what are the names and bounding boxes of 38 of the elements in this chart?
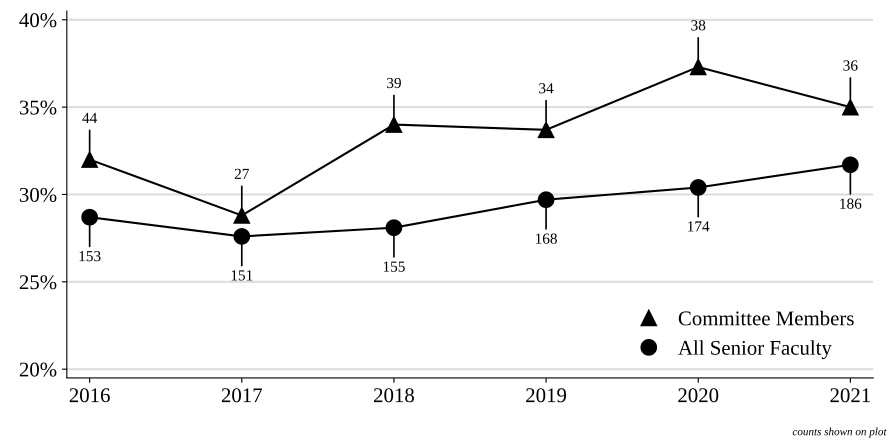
legend-label: Committee Members [678,310,854,326]
legend-label: All Senior Faculty [678,340,832,360]
point [386,116,402,133]
annotation: 44 [82,112,98,123]
x-tick-label: 2020 [678,388,718,402]
annotation: 155 [384,262,405,272]
y-tick-label: 25% [20,275,56,290]
y-tick-label: 30% [20,188,56,202]
annotation: 38 [691,20,706,31]
point [842,156,859,174]
point [81,151,98,168]
annotation: 36 [843,60,858,71]
point [386,219,402,236]
point [690,179,707,196]
point [690,58,707,76]
annotation: 174 [688,221,710,232]
point [538,122,554,138]
point [81,208,98,226]
point [538,191,554,208]
y-tick-label: 20% [20,362,56,377]
annotation: 168 [536,233,557,244]
x-tick-label: 2018 [374,388,414,402]
annotation: 151 [232,270,252,280]
annotation: 186 [840,198,862,209]
x-tick-label: 2016 [70,388,110,402]
x-tick-label: 2019 [526,388,566,402]
y-tick-label: 35% [20,100,56,115]
x-tick-label: 2017 [222,388,262,402]
point [842,98,859,116]
annotation: 27 [234,168,249,179]
y-tick-label: 40% [19,13,56,28]
point [233,207,250,224]
annotation: 153 [80,251,101,262]
point [233,228,250,245]
annotation: 39 [387,78,401,88]
annotation: 34 [539,83,554,94]
text: counts shown on plot [792,428,887,438]
x-tick-label: 2021 [830,388,870,402]
